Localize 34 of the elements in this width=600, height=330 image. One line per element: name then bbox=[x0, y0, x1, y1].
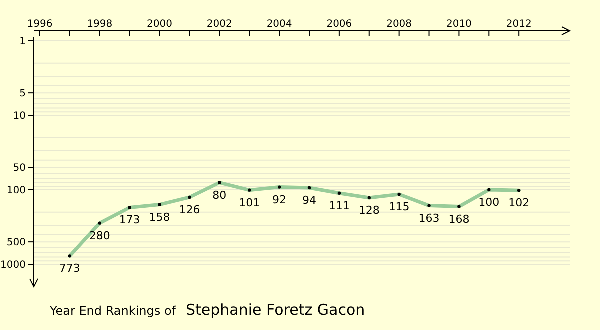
x-tick-label: 2004 bbox=[266, 19, 292, 30]
y-tick-label: 5 bbox=[20, 88, 26, 100]
data-label: 173 bbox=[119, 214, 140, 227]
x-tick-label: 2000 bbox=[147, 19, 172, 30]
x-tick-label: 2002 bbox=[206, 19, 232, 30]
data-label: 168 bbox=[448, 212, 470, 226]
data-label: 158 bbox=[149, 210, 170, 224]
y-tick-label: 1 bbox=[20, 36, 26, 48]
data-label: 100 bbox=[478, 196, 500, 209]
x-tick-label: 2010 bbox=[446, 19, 472, 30]
data-label: 102 bbox=[508, 196, 530, 210]
data-label: 115 bbox=[388, 200, 410, 214]
text: Year End Rankings of bbox=[50, 304, 176, 318]
y-tick-label: 100 bbox=[6, 186, 26, 196]
data-label: 128 bbox=[358, 204, 380, 217]
data-label: 101 bbox=[239, 196, 260, 210]
data-label: 111 bbox=[328, 199, 350, 212]
data-label: 126 bbox=[179, 203, 200, 216]
x-tick-label: 2006 bbox=[326, 19, 352, 30]
y-tick-label: 500 bbox=[6, 238, 26, 249]
data-label: 163 bbox=[418, 212, 440, 225]
x-tick-label: 2012 bbox=[506, 19, 532, 30]
data-label: 94 bbox=[302, 194, 316, 207]
data-label: 280 bbox=[89, 229, 110, 242]
x-tick-label: 1996 bbox=[27, 19, 53, 30]
text: Stephanie Foretz Gacon bbox=[186, 301, 366, 319]
x-tick-label: 1998 bbox=[87, 19, 113, 30]
data-label: 92 bbox=[272, 193, 287, 206]
y-tick-label: 10 bbox=[13, 111, 26, 122]
y-tick-label: 1000 bbox=[0, 260, 26, 271]
data-label: 80 bbox=[212, 188, 227, 202]
data-label: 773 bbox=[59, 262, 80, 276]
y-tick-label: 50 bbox=[13, 163, 26, 174]
x-tick-label: 2008 bbox=[386, 19, 412, 30]
